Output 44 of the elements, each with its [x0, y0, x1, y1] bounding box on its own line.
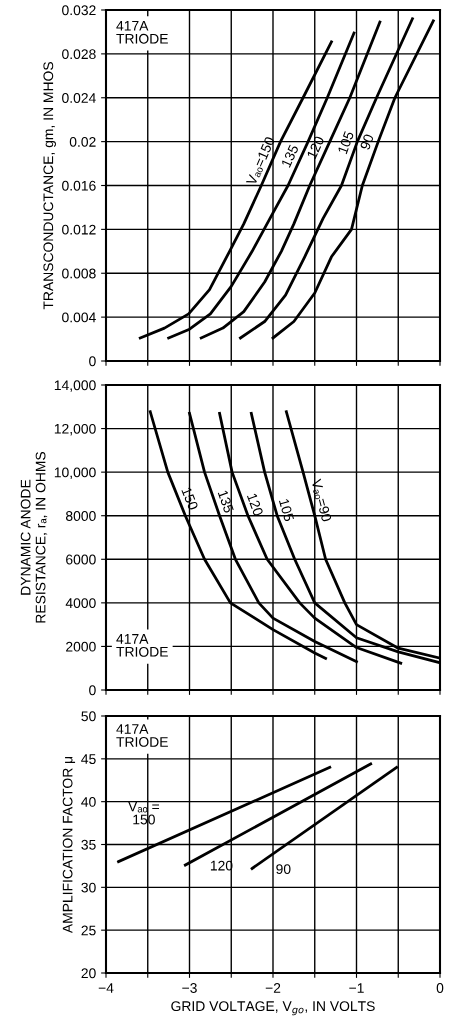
x-tick-label: −3 [182, 983, 197, 993]
y-tick-label: 0.008 [62, 268, 96, 279]
x-tick-label: −4 [98, 983, 114, 993]
annotation: 417A TRIODE [116, 634, 168, 657]
x-tick-label: 0 [436, 983, 444, 993]
y-tick-label: 0.012 [62, 224, 96, 235]
y-tick-label: 4000 [65, 598, 96, 609]
y-tick-label: 35 [81, 839, 96, 850]
text: 135 [280, 144, 299, 168]
y-tick-label: 50 [81, 711, 96, 722]
text: 135 [217, 489, 235, 514]
y-tick-label: 20 [81, 968, 96, 979]
y-tick-label: 0.02 [69, 136, 96, 147]
series-label: 90 [276, 864, 291, 874]
text: 105 [337, 130, 355, 155]
y-tick-label: 25 [81, 925, 96, 936]
y-tick-label: 0.028 [62, 49, 96, 60]
y-tick-label: 14,000 [54, 380, 96, 392]
y-tick-label: 0.032 [62, 5, 96, 16]
y-tick-label: 2000 [66, 641, 96, 652]
y-tick-label: 0.004 [62, 312, 96, 323]
x-axis-title: GRID VOLTAGE, V$_{go}$, IN VOLTS [171, 1001, 375, 1016]
x-tick-label: −1 [349, 983, 364, 993]
text: 120 [246, 492, 264, 517]
y-tick-label: 0.016 [62, 180, 96, 191]
x-tick-label: −2 [265, 983, 281, 993]
text: 105 [278, 498, 295, 522]
y-tick-label: 8000 [65, 511, 96, 521]
y-tick-label: 0 [89, 685, 96, 696]
y-tick-label: 45 [81, 754, 96, 764]
text: 120 [306, 135, 325, 160]
y-axis-title: AMPLIFICATION FACTOR μ [62, 756, 76, 934]
y-tick-label: 12,000 [54, 423, 96, 436]
y-tick-label: 30 [81, 882, 96, 893]
y-tick-label: 6000 [66, 554, 96, 565]
text: Vₐₒ=90 [310, 478, 332, 523]
y-tick-label: 0.024 [62, 93, 96, 103]
y-tick-label: 10,000 [54, 467, 96, 479]
y-tick-label: 0 [89, 356, 96, 367]
annotation: 417A TRIODE [116, 21, 168, 44]
y-axis-title: TRANSCONDUCTANCE, gm, IN MHOS [43, 62, 56, 310]
y-tick-label: 40 [81, 797, 96, 807]
annotation: 417A TRIODE [116, 724, 168, 747]
y-axis-title: DYNAMIC ANODE RESISTANCE, rₐ, IN OHMS [20, 451, 48, 623]
